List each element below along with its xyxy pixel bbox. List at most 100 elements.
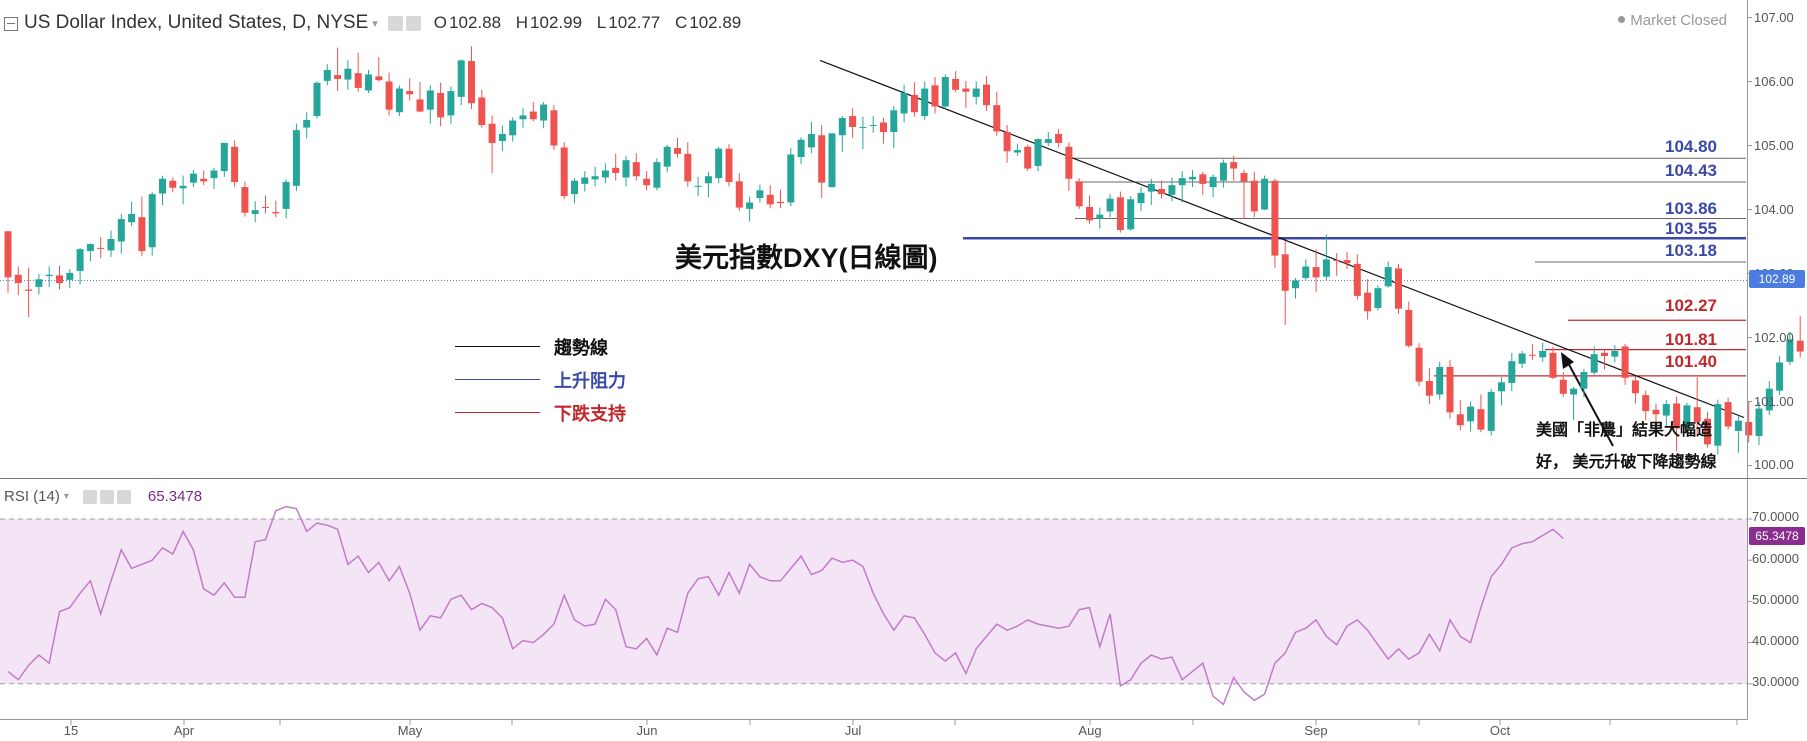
candle <box>1250 171 1258 218</box>
candle-body <box>272 212 280 214</box>
candle <box>715 146 723 184</box>
candle-body <box>488 123 496 143</box>
candle-body <box>416 99 424 112</box>
symbol-header: US Dollar Index, United States, D, NYSE … <box>4 10 751 36</box>
eye-icon[interactable] <box>82 489 97 504</box>
candle <box>4 231 12 293</box>
symbol-title[interactable]: US Dollar Index, United States, D, NYSE <box>24 12 369 33</box>
candle <box>1147 178 1155 206</box>
candle-body <box>231 146 239 182</box>
candle <box>344 60 352 90</box>
candle-body <box>1364 292 1372 312</box>
candle-body <box>1631 380 1639 394</box>
candle <box>684 142 692 188</box>
candle <box>1168 177 1176 202</box>
candle <box>1652 403 1660 424</box>
candle <box>1405 301 1413 348</box>
time-axis-tick: May <box>397 723 423 738</box>
rsi-value: 65.3478 <box>147 488 203 505</box>
candle <box>416 82 424 113</box>
close-icon[interactable] <box>116 489 131 504</box>
candle-body <box>529 111 537 120</box>
candle <box>220 142 228 177</box>
candle <box>1189 169 1196 188</box>
candle <box>1662 400 1670 428</box>
candle-body <box>838 117 846 136</box>
eye-icon[interactable] <box>387 15 403 31</box>
candle-body <box>1240 173 1248 182</box>
candle <box>1436 361 1444 400</box>
candle <box>509 117 517 142</box>
candle-body <box>1003 132 1011 152</box>
candle <box>1086 195 1093 224</box>
candle <box>1745 401 1753 443</box>
candle-body <box>1673 403 1681 429</box>
candle-body <box>56 275 63 284</box>
candle-body <box>859 126 867 128</box>
candle <box>282 179 290 219</box>
candle <box>993 91 1001 136</box>
candle <box>581 171 589 192</box>
candle-body <box>983 84 990 106</box>
resistance-label-1: 104.80 <box>1665 137 1717 156</box>
candle <box>1281 240 1289 325</box>
candle <box>437 82 445 127</box>
candle-body <box>1106 198 1114 212</box>
time-axis-tick: Jun <box>636 723 658 738</box>
candle-body <box>1477 409 1485 430</box>
candle <box>1219 159 1227 188</box>
status-dot-icon <box>1618 16 1626 23</box>
candle-body <box>354 73 362 88</box>
resistance-label-4: 103.55 <box>1665 219 1717 238</box>
candle <box>1127 196 1135 231</box>
candle-body <box>941 77 949 107</box>
candle-body <box>97 247 105 249</box>
candle-body <box>1395 268 1402 309</box>
candle <box>179 175 187 205</box>
downtrend-line <box>819 59 1745 419</box>
time-axis-tick: Jul <box>844 723 862 738</box>
candle <box>550 105 558 150</box>
price-axis-tick: 105.00 <box>1754 138 1794 153</box>
candle <box>931 77 939 114</box>
candle-body <box>1292 280 1299 289</box>
candle <box>1755 402 1763 446</box>
candle-body <box>169 180 177 188</box>
candle <box>1487 388 1495 436</box>
candle-body <box>210 170 218 179</box>
candle-body <box>777 201 784 204</box>
candle-body <box>1559 379 1567 394</box>
candle <box>1456 400 1464 431</box>
candle-body <box>1518 353 1526 364</box>
candle-body <box>14 274 22 284</box>
arrow-head-icon <box>1561 352 1574 369</box>
candle <box>1704 411 1711 448</box>
candle-body <box>220 142 228 172</box>
candle-body <box>560 147 568 197</box>
resistance-label-3: 103.86 <box>1665 199 1717 218</box>
candle-body <box>1086 206 1093 221</box>
candle-body <box>1436 366 1444 395</box>
settings-icon[interactable] <box>405 15 421 31</box>
collapse-icon[interactable] <box>4 17 18 31</box>
candle-body <box>1683 405 1691 429</box>
candle-body <box>1096 214 1104 219</box>
candle <box>1343 251 1351 270</box>
candle <box>1271 178 1279 268</box>
rsi-label[interactable]: RSI (14) <box>4 488 60 505</box>
chevron-down-icon[interactable]: ▾ <box>63 491 69 502</box>
candle <box>1302 259 1310 280</box>
candle-body <box>766 194 774 205</box>
resistance-label-5: 103.18 <box>1665 241 1717 260</box>
candle-body <box>1487 391 1495 431</box>
settings-icon[interactable] <box>99 489 114 504</box>
candle-body <box>35 279 43 287</box>
candle <box>138 196 146 257</box>
candle-body <box>1734 420 1742 431</box>
candle-body <box>128 213 136 223</box>
chevron-down-icon[interactable]: ▾ <box>372 17 378 30</box>
candle-body <box>1384 267 1392 287</box>
candle-body <box>1508 361 1516 383</box>
